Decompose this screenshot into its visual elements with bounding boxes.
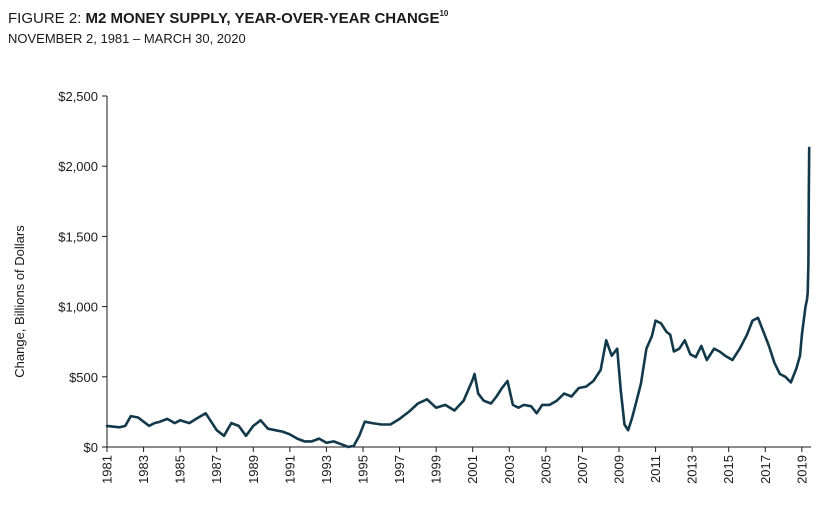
x-tick-label: 1985	[173, 455, 188, 484]
x-tick-label: 2005	[538, 455, 553, 484]
y-tick-label: $2,500	[58, 89, 98, 104]
x-tick-label: 1981	[100, 455, 115, 484]
chart-title: FIGURE 2: M2 MONEY SUPPLY, YEAR-OVER-YEA…	[8, 4, 448, 29]
x-tick-label: 2019	[794, 455, 809, 484]
x-tick-label: 2009	[612, 455, 627, 484]
figure-number: FIGURE 2:	[8, 10, 86, 27]
x-tick-label: 1999	[429, 455, 444, 484]
y-tick-label: $1,000	[58, 300, 98, 315]
x-tick-label: 1993	[319, 455, 334, 484]
x-tick-label: 1983	[136, 455, 151, 484]
x-tick-label: 1997	[392, 455, 407, 484]
x-tick-label: 1987	[209, 455, 224, 484]
chart-subtitle: NOVEMBER 2, 1981 – MARCH 30, 2020	[8, 31, 246, 46]
x-tick-label: 2001	[465, 455, 480, 484]
y-tick-label: $0	[84, 440, 98, 455]
x-tick-label: 2017	[758, 455, 773, 484]
chart-header: FIGURE 2: M2 MONEY SUPPLY, YEAR-OVER-YEA…	[8, 4, 448, 47]
y-tick-label: $1,500	[58, 229, 98, 244]
x-axis-ticks: 1981 1983 1985 1987 1989 1991 1993 1995 1997 1999…	[100, 447, 809, 484]
x-tick-label: 1991	[282, 455, 297, 484]
y-axis-label: Change, Billions of Dollars	[12, 225, 27, 378]
x-tick-label: 1989	[246, 455, 261, 484]
y-tick-label: $500	[69, 370, 98, 385]
chart-title-text: M2 MONEY SUPPLY, YEAR-OVER-YEAR CHANGE	[85, 10, 440, 27]
x-tick-label: 2011	[648, 455, 663, 483]
y-tick-label: $2,000	[58, 159, 98, 174]
x-tick-label: 2013	[685, 455, 700, 484]
x-tick-label: 2015	[721, 455, 736, 484]
x-tick-label: 2007	[575, 455, 590, 484]
y-axis-ticks: $0 $500 $1,000 $1,500 $2,000 $2,500	[58, 89, 107, 455]
m2-series-line	[105, 146, 811, 449]
title-footnote: 10	[439, 9, 449, 18]
x-tick-label: 1995	[356, 455, 371, 484]
x-tick-label: 2003	[502, 455, 517, 484]
